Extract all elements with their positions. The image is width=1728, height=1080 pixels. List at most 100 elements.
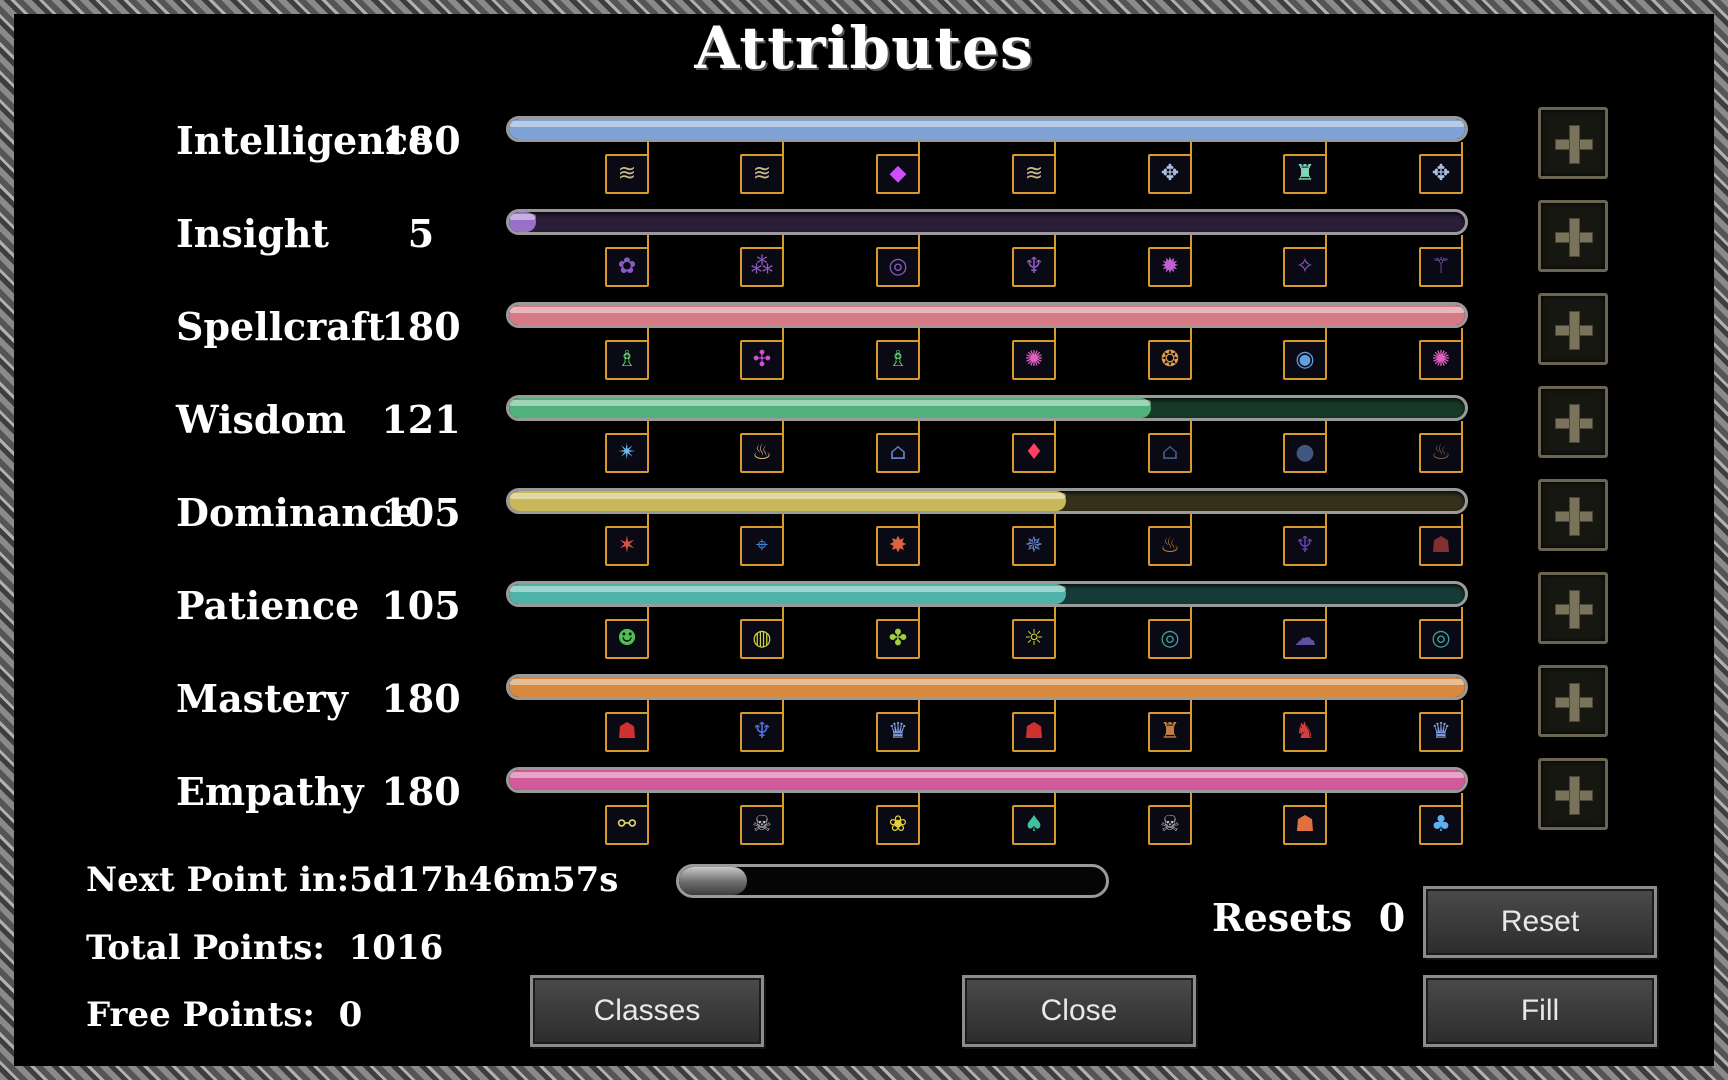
perk-slot[interactable]: ✥ [1419, 154, 1463, 194]
perk-tick [1054, 421, 1056, 435]
add-point-empathy-button[interactable] [1538, 758, 1608, 830]
perk-slot[interactable]: ⚚ [1419, 247, 1463, 287]
perk-slot[interactable]: ● [1283, 433, 1327, 473]
perk-tick [647, 793, 649, 807]
perk-slot[interactable]: ♠ [1012, 805, 1056, 845]
perk-tick [647, 328, 649, 342]
wraith-icon: ♛ [888, 719, 908, 744]
perk-tick [1461, 142, 1463, 156]
perk-slot[interactable]: ◆ [876, 154, 920, 194]
perk-slot[interactable]: ≋ [740, 154, 784, 194]
perk-slot[interactable]: ⁂ [740, 247, 784, 287]
perk-slot[interactable]: ✹ [1148, 247, 1192, 287]
perk-slot[interactable]: ♆ [740, 712, 784, 752]
tower-icon: ♜ [1295, 161, 1315, 186]
perk-slot[interactable]: ☠ [1148, 805, 1192, 845]
demon-icon: ☗ [1431, 533, 1451, 558]
perk-slot[interactable]: ✵ [1012, 526, 1056, 566]
add-point-spellcraft-button[interactable] [1538, 293, 1608, 365]
perk-tick [1325, 235, 1327, 249]
perk-tick [918, 700, 920, 714]
perk-slot[interactable]: ✺ [1012, 340, 1056, 380]
perk-slot[interactable]: ✺ [1419, 340, 1463, 380]
perk-slot[interactable]: ✴ [605, 433, 649, 473]
perk-slot[interactable]: ✥ [1148, 154, 1192, 194]
add-point-intelligence-button[interactable] [1538, 107, 1608, 179]
reset-button[interactable]: Reset [1423, 886, 1657, 958]
cloud-icon: ☁ [1294, 626, 1316, 651]
perk-slot[interactable]: ✣ [740, 340, 784, 380]
perk-tick [1325, 514, 1327, 528]
perk-slot[interactable]: ♦ [1012, 433, 1056, 473]
classes-button[interactable]: Classes [530, 975, 764, 1047]
perk-tick [1190, 700, 1192, 714]
attribute-level-fill [509, 212, 536, 232]
perk-tick [1461, 235, 1463, 249]
perk-slot[interactable]: ☁ [1283, 619, 1327, 659]
resets-counter: Resets 0 [1212, 895, 1405, 940]
perk-slot[interactable]: ♆ [1283, 526, 1327, 566]
close-button[interactable]: Close [962, 975, 1196, 1047]
perk-slot[interactable]: ☗ [1419, 526, 1463, 566]
perk-slot[interactable]: ♗ [605, 340, 649, 380]
free-points-value: 0 [338, 995, 363, 1035]
perk-slot[interactable]: ♆ [1012, 247, 1056, 287]
add-point-mastery-button[interactable] [1538, 665, 1608, 737]
add-point-dominance-button[interactable] [1538, 479, 1608, 551]
perk-slot[interactable]: ☻ [605, 619, 649, 659]
flask-icon: ♗ [617, 347, 637, 372]
perk-slot[interactable]: ☗ [605, 712, 649, 752]
perk-slot[interactable]: ≋ [605, 154, 649, 194]
add-point-insight-button[interactable] [1538, 200, 1608, 272]
attribute-level-bar [506, 581, 1468, 607]
perk-tick [782, 700, 784, 714]
triple-orb-icon: ⁂ [751, 254, 773, 279]
add-point-patience-button[interactable] [1538, 572, 1608, 644]
perk-slot[interactable]: ♜ [1283, 154, 1327, 194]
perk-slot[interactable]: ☠ [740, 805, 784, 845]
perk-slot[interactable]: ♣ [1419, 805, 1463, 845]
perk-slot[interactable]: ✤ [876, 619, 920, 659]
perk-slot[interactable]: ⌂ [1148, 433, 1192, 473]
swirl-icon: ✿ [617, 254, 637, 279]
perk-slot[interactable]: ♛ [1419, 712, 1463, 752]
perk-slot[interactable]: ♗ [876, 340, 920, 380]
perk-slot[interactable]: ❀ [876, 805, 920, 845]
attribute-value: 180 [381, 676, 461, 721]
perk-slot[interactable]: ◎ [876, 247, 920, 287]
splatter-icon: ✺ [1431, 347, 1451, 372]
fill-button[interactable]: Fill [1423, 975, 1657, 1047]
perk-slot[interactable]: ♜ [1148, 712, 1192, 752]
add-point-wisdom-button[interactable] [1538, 386, 1608, 458]
perk-tick [1190, 793, 1192, 807]
perk-slot[interactable]: ✶ [605, 526, 649, 566]
perk-slot[interactable]: ◉ [1283, 340, 1327, 380]
perk-slot[interactable]: ♨ [740, 433, 784, 473]
perk-slot[interactable]: ♛ [876, 712, 920, 752]
compass-icon: ✵ [1024, 533, 1044, 558]
attribute-level-fill [509, 770, 1465, 790]
perk-slot[interactable]: ⚯ [605, 805, 649, 845]
perk-slot[interactable]: ♨ [1419, 433, 1463, 473]
perk-slot[interactable]: ☗ [1283, 805, 1327, 845]
perk-slot[interactable]: ☗ [1012, 712, 1056, 752]
perk-slot[interactable]: ⌖ [740, 526, 784, 566]
perk-slot[interactable]: ◎ [1148, 619, 1192, 659]
attribute-name: Wisdom [176, 397, 346, 442]
perk-slot[interactable]: ☼ [1012, 619, 1056, 659]
perk-slot[interactable]: ♞ [1283, 712, 1327, 752]
lantern-icon: ♨ [1431, 440, 1451, 465]
attribute-row-wisdom: Wisdom 121 ✴ ♨ ⌂ ♦ ⌂ ● ♨ [0, 386, 1728, 482]
perk-slot[interactable]: ✸ [876, 526, 920, 566]
perk-slot[interactable]: ❂ [1148, 340, 1192, 380]
lightning-orb-icon: ✴ [617, 440, 637, 465]
perk-slot[interactable]: ✿ [605, 247, 649, 287]
attribute-row-insight: Insight 5 ✿ ⁂ ◎ ♆ ✹ ✧ ⚚ [0, 200, 1728, 296]
perk-slot[interactable]: ≋ [1012, 154, 1056, 194]
perk-slot[interactable]: ◍ [740, 619, 784, 659]
attribute-row-mastery: Mastery 180 ☗ ♆ ♛ ☗ ♜ ♞ ♛ [0, 665, 1728, 761]
perk-slot[interactable]: ⌂ [876, 433, 920, 473]
perk-slot[interactable]: ◎ [1419, 619, 1463, 659]
perk-slot[interactable]: ♨ [1148, 526, 1192, 566]
perk-slot[interactable]: ✧ [1283, 247, 1327, 287]
